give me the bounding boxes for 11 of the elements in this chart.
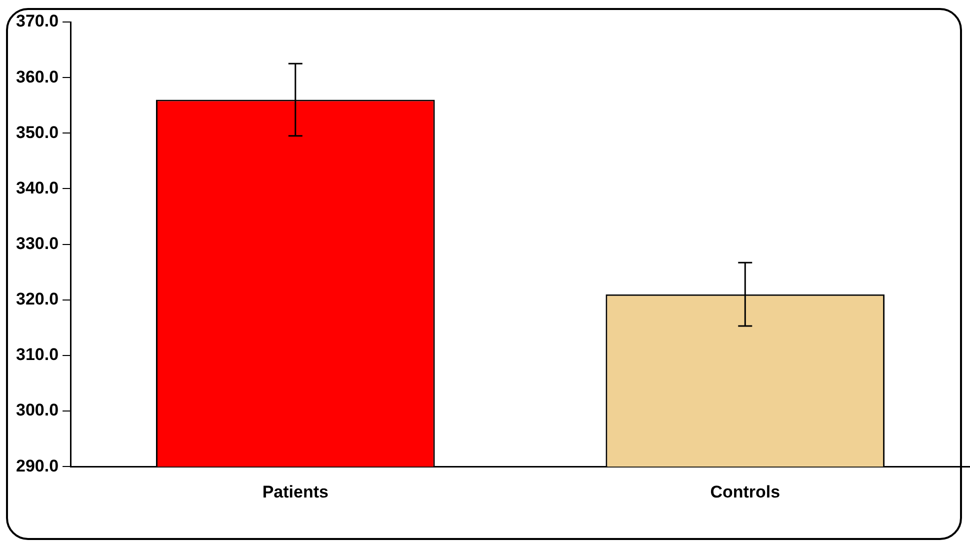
y-tick-label: 360.0 <box>16 67 59 86</box>
y-tick-label: 350.0 <box>16 122 59 142</box>
x-tick-label: Controls <box>710 482 780 502</box>
y-tick-label: 330.0 <box>16 234 59 253</box>
y-tick-label: 340.0 <box>16 178 59 198</box>
y-tick-label: 320.0 <box>16 290 59 309</box>
y-tick-label: 370.0 <box>16 12 59 31</box>
y-tick-label: 300.0 <box>16 400 59 420</box>
y-tick-label: 290.0 <box>16 456 59 476</box>
y-tick-label: 310.0 <box>16 345 59 364</box>
x-tick-label: Patients <box>262 482 328 502</box>
